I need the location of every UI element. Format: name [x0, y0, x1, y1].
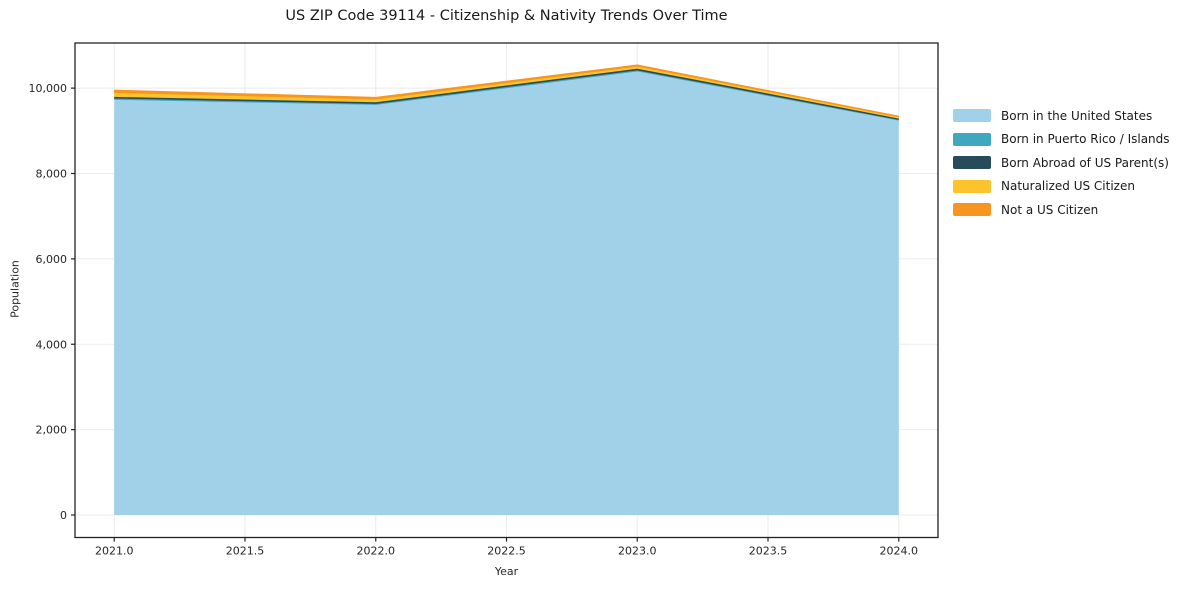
y-axis-label: Population: [8, 260, 22, 318]
x-tick-label: 2024.0: [880, 545, 919, 558]
x-tick-label: 2021.5: [226, 545, 265, 558]
edge-born-abroad-of-us-parent-s: [114, 68, 899, 120]
legend-label: Born in Puerto Rico / Islands: [1001, 132, 1170, 147]
edge-naturalized-us-citizen: [114, 66, 899, 119]
legend-swatch: [953, 179, 991, 193]
y-tick-label: 0: [60, 509, 67, 522]
x-axis-label: Year: [494, 565, 519, 578]
legend-item: Not a US Citizen: [953, 203, 1170, 217]
y-tick-label: 4,000: [36, 338, 68, 351]
x-tick-label: 2023.0: [618, 545, 657, 558]
x-tick-label: 2023.5: [749, 545, 788, 558]
legend: Born in the United States Born in Puerto …: [953, 109, 1170, 217]
chart-title: US ZIP Code 39114 - Citizenship & Nativi…: [285, 8, 728, 24]
y-tick-label: 2,000: [36, 424, 68, 437]
legend-item: Born in the United States: [953, 109, 1170, 123]
edge-born-in-puerto-rico-islands: [114, 69, 899, 121]
y-tick-label: 8,000: [36, 167, 68, 180]
legend-item: Naturalized US Citizen: [953, 179, 1170, 194]
legend-label: Naturalized US Citizen: [1001, 179, 1135, 194]
legend-swatch: [953, 203, 991, 217]
legend-swatch: [953, 132, 991, 146]
legend-swatch: [953, 109, 991, 123]
legend-label: Born in the United States: [1001, 108, 1153, 123]
legend-label: Born Abroad of US Parent(s): [1001, 155, 1169, 170]
x-tick-label: 2022.5: [487, 545, 526, 558]
x-tick-label: 2022.0: [356, 545, 395, 558]
y-tick-label: 6,000: [36, 253, 68, 266]
legend-swatch: [953, 156, 991, 170]
legend-item: Born in Puerto Rico / Islands: [953, 132, 1170, 147]
edge-not-a-us-citizen: [114, 64, 899, 118]
area-born-in-the-united-states: [114, 71, 899, 516]
y-tick-label: 10,000: [29, 82, 68, 95]
legend-item: Born Abroad of US Parent(s): [953, 156, 1170, 170]
x-tick-label: 2021.0: [95, 545, 134, 558]
legend-label: Not a US Citizen: [1001, 202, 1099, 217]
